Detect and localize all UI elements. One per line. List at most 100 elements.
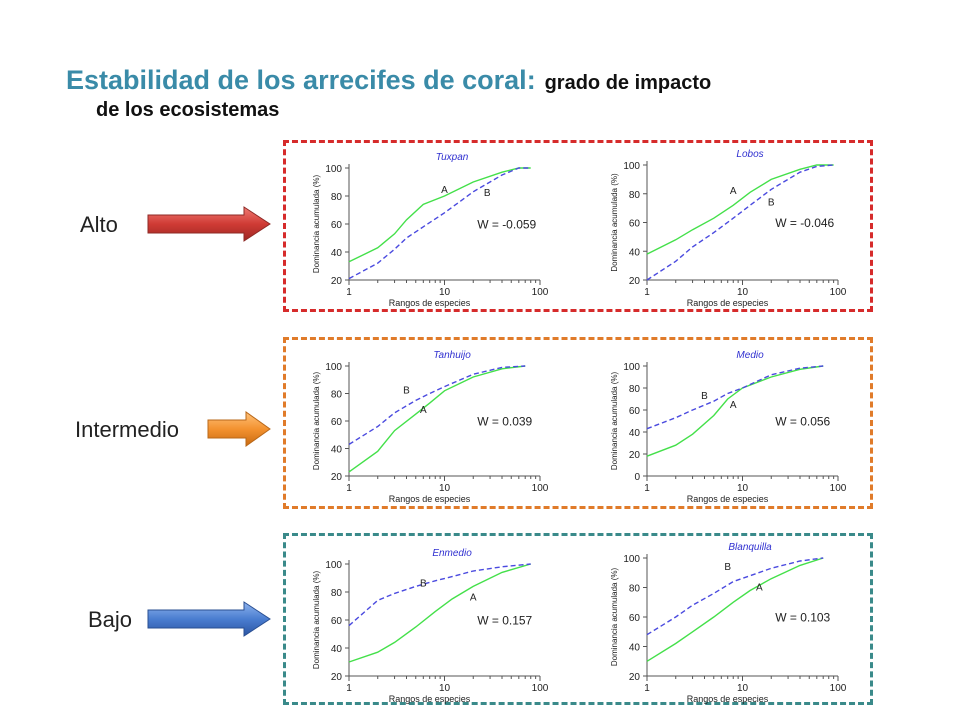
chart-title: Blanquilla xyxy=(728,542,772,553)
x-tick-label: 1 xyxy=(346,683,352,694)
y-tick-label: 0 xyxy=(634,472,640,483)
x-axis-label: Rangos de especies xyxy=(687,694,769,704)
series-line-A xyxy=(646,557,824,662)
y-tick-label: 80 xyxy=(331,390,343,401)
chart-blanquilla: Dominancia acumulada (%) 20 40 60 80 100 1 10 10… xyxy=(610,542,847,704)
y-axis-label: Dominancia acumulada (%) xyxy=(610,568,619,667)
series-label-A: A xyxy=(730,186,737,197)
y-tick-label: 20 xyxy=(331,672,343,683)
y-axis-label: Dominancia acumulada (%) xyxy=(312,372,321,471)
series-line-A xyxy=(646,365,824,457)
y-axis-label: Dominancia acumulada (%) xyxy=(312,571,321,670)
series-label-B: B xyxy=(701,391,708,402)
w-statistic: W = -0.046 xyxy=(775,216,834,230)
series-label-B: B xyxy=(724,562,731,573)
chart-title: Enmedio xyxy=(432,548,472,559)
red-arrow-icon xyxy=(147,206,271,242)
series-label-A: A xyxy=(441,185,448,196)
y-tick-label: 80 xyxy=(629,584,641,595)
x-tick-label: 10 xyxy=(737,483,749,494)
y-tick-label: 20 xyxy=(331,472,343,483)
series-line-B xyxy=(646,365,824,430)
x-tick-label: 10 xyxy=(439,287,451,298)
series-line-A xyxy=(646,164,834,255)
y-tick-label: 100 xyxy=(325,560,342,571)
chart-enmedio: Dominancia acumulada (%) 20 40 60 80 100 1 10 10… xyxy=(312,548,549,704)
x-tick-label: 100 xyxy=(830,287,847,298)
series-line-B xyxy=(348,563,531,627)
series-label-A: A xyxy=(420,405,427,416)
series-line-A xyxy=(348,365,526,473)
panel-intermedio xyxy=(283,337,873,509)
level-label-intermedio: Intermedio xyxy=(75,417,179,442)
y-tick-label: 20 xyxy=(629,672,641,683)
y-tick-label: 80 xyxy=(331,192,343,203)
y-tick-label: 60 xyxy=(331,220,343,231)
y-tick-label: 100 xyxy=(623,161,640,172)
x-tick-label: 100 xyxy=(532,483,549,494)
chart-lobos: Dominancia acumulada (%) 20 40 60 80 100 1 10 10… xyxy=(610,149,847,308)
y-tick-label: 40 xyxy=(629,428,641,439)
panel-alto xyxy=(283,140,873,312)
x-axis-label: Rangos de especies xyxy=(389,298,471,308)
x-tick-label: 1 xyxy=(644,683,650,694)
x-tick-label: 100 xyxy=(830,483,847,494)
y-tick-label: 40 xyxy=(629,643,641,654)
x-tick-label: 10 xyxy=(439,683,451,694)
y-tick-label: 20 xyxy=(629,276,641,287)
y-tick-label: 20 xyxy=(629,450,641,461)
level-label-alto: Alto xyxy=(80,212,118,237)
blue-arrow-icon xyxy=(147,601,271,637)
series-line-A xyxy=(348,563,531,663)
slide-title: Estabilidad de los arrecifes de coral: g… xyxy=(66,58,926,123)
chart-title: Tuxpan xyxy=(436,152,469,163)
y-axis-label: Dominancia acumulada (%) xyxy=(312,175,321,274)
series-label-A: A xyxy=(470,592,477,603)
w-statistic: W = -0.059 xyxy=(477,217,536,231)
y-tick-label: 40 xyxy=(331,445,343,456)
x-tick-label: 100 xyxy=(830,683,847,694)
series-label-A: A xyxy=(756,582,763,593)
series-line-B xyxy=(348,167,531,280)
x-axis-label: Rangos de especies xyxy=(389,494,471,504)
title-subtitle: grado de impacto xyxy=(544,72,712,94)
x-tick-label: 100 xyxy=(532,683,549,694)
orange-arrow-icon xyxy=(207,411,271,447)
y-tick-label: 80 xyxy=(629,384,641,395)
y-tick-label: 60 xyxy=(629,219,641,230)
chart-title: Medio xyxy=(736,350,764,361)
panel-bajo xyxy=(283,533,873,705)
y-tick-label: 60 xyxy=(629,613,641,624)
x-tick-label: 1 xyxy=(644,287,650,298)
title-subtitle-line2: de los ecosistemas xyxy=(96,99,280,121)
y-tick-label: 60 xyxy=(331,417,343,428)
y-tick-label: 60 xyxy=(629,406,641,417)
y-tick-label: 100 xyxy=(623,554,640,565)
x-axis-label: Rangos de especies xyxy=(687,494,769,504)
y-tick-label: 60 xyxy=(331,616,343,627)
w-statistic: W = 0.157 xyxy=(477,613,532,627)
series-line-B xyxy=(646,164,834,281)
x-tick-label: 100 xyxy=(532,287,549,298)
y-tick-label: 80 xyxy=(331,588,343,599)
series-label-B: B xyxy=(403,386,410,397)
x-tick-label: 1 xyxy=(346,287,352,298)
y-axis-label: Dominancia acumulada (%) xyxy=(610,372,619,471)
y-tick-label: 80 xyxy=(629,190,641,201)
y-tick-label: 100 xyxy=(325,164,342,175)
level-label-bajo: Bajo xyxy=(88,607,133,632)
series-label-B: B xyxy=(484,188,491,199)
chart-tuxpan: Dominancia acumulada (%) 20 40 60 80 100 1 10 10… xyxy=(312,152,549,308)
y-tick-label: 40 xyxy=(331,644,343,655)
y-tick-label: 20 xyxy=(331,276,343,287)
y-axis-label: Dominancia acumulada (%) xyxy=(610,173,619,272)
series-line-B xyxy=(348,365,526,445)
x-tick-label: 1 xyxy=(644,483,650,494)
title-main: Estabilidad de los arrecifes de coral: xyxy=(66,65,536,95)
chart-title: Lobos xyxy=(736,149,763,160)
chart-tanhuijo: Dominancia acumulada (%) 20 40 60 80 100 1 10 10… xyxy=(312,350,549,504)
chart-title: Tanhuijo xyxy=(433,350,471,361)
x-tick-label: 10 xyxy=(439,483,451,494)
series-line-B xyxy=(646,557,824,636)
w-statistic: W = 0.039 xyxy=(477,414,532,428)
